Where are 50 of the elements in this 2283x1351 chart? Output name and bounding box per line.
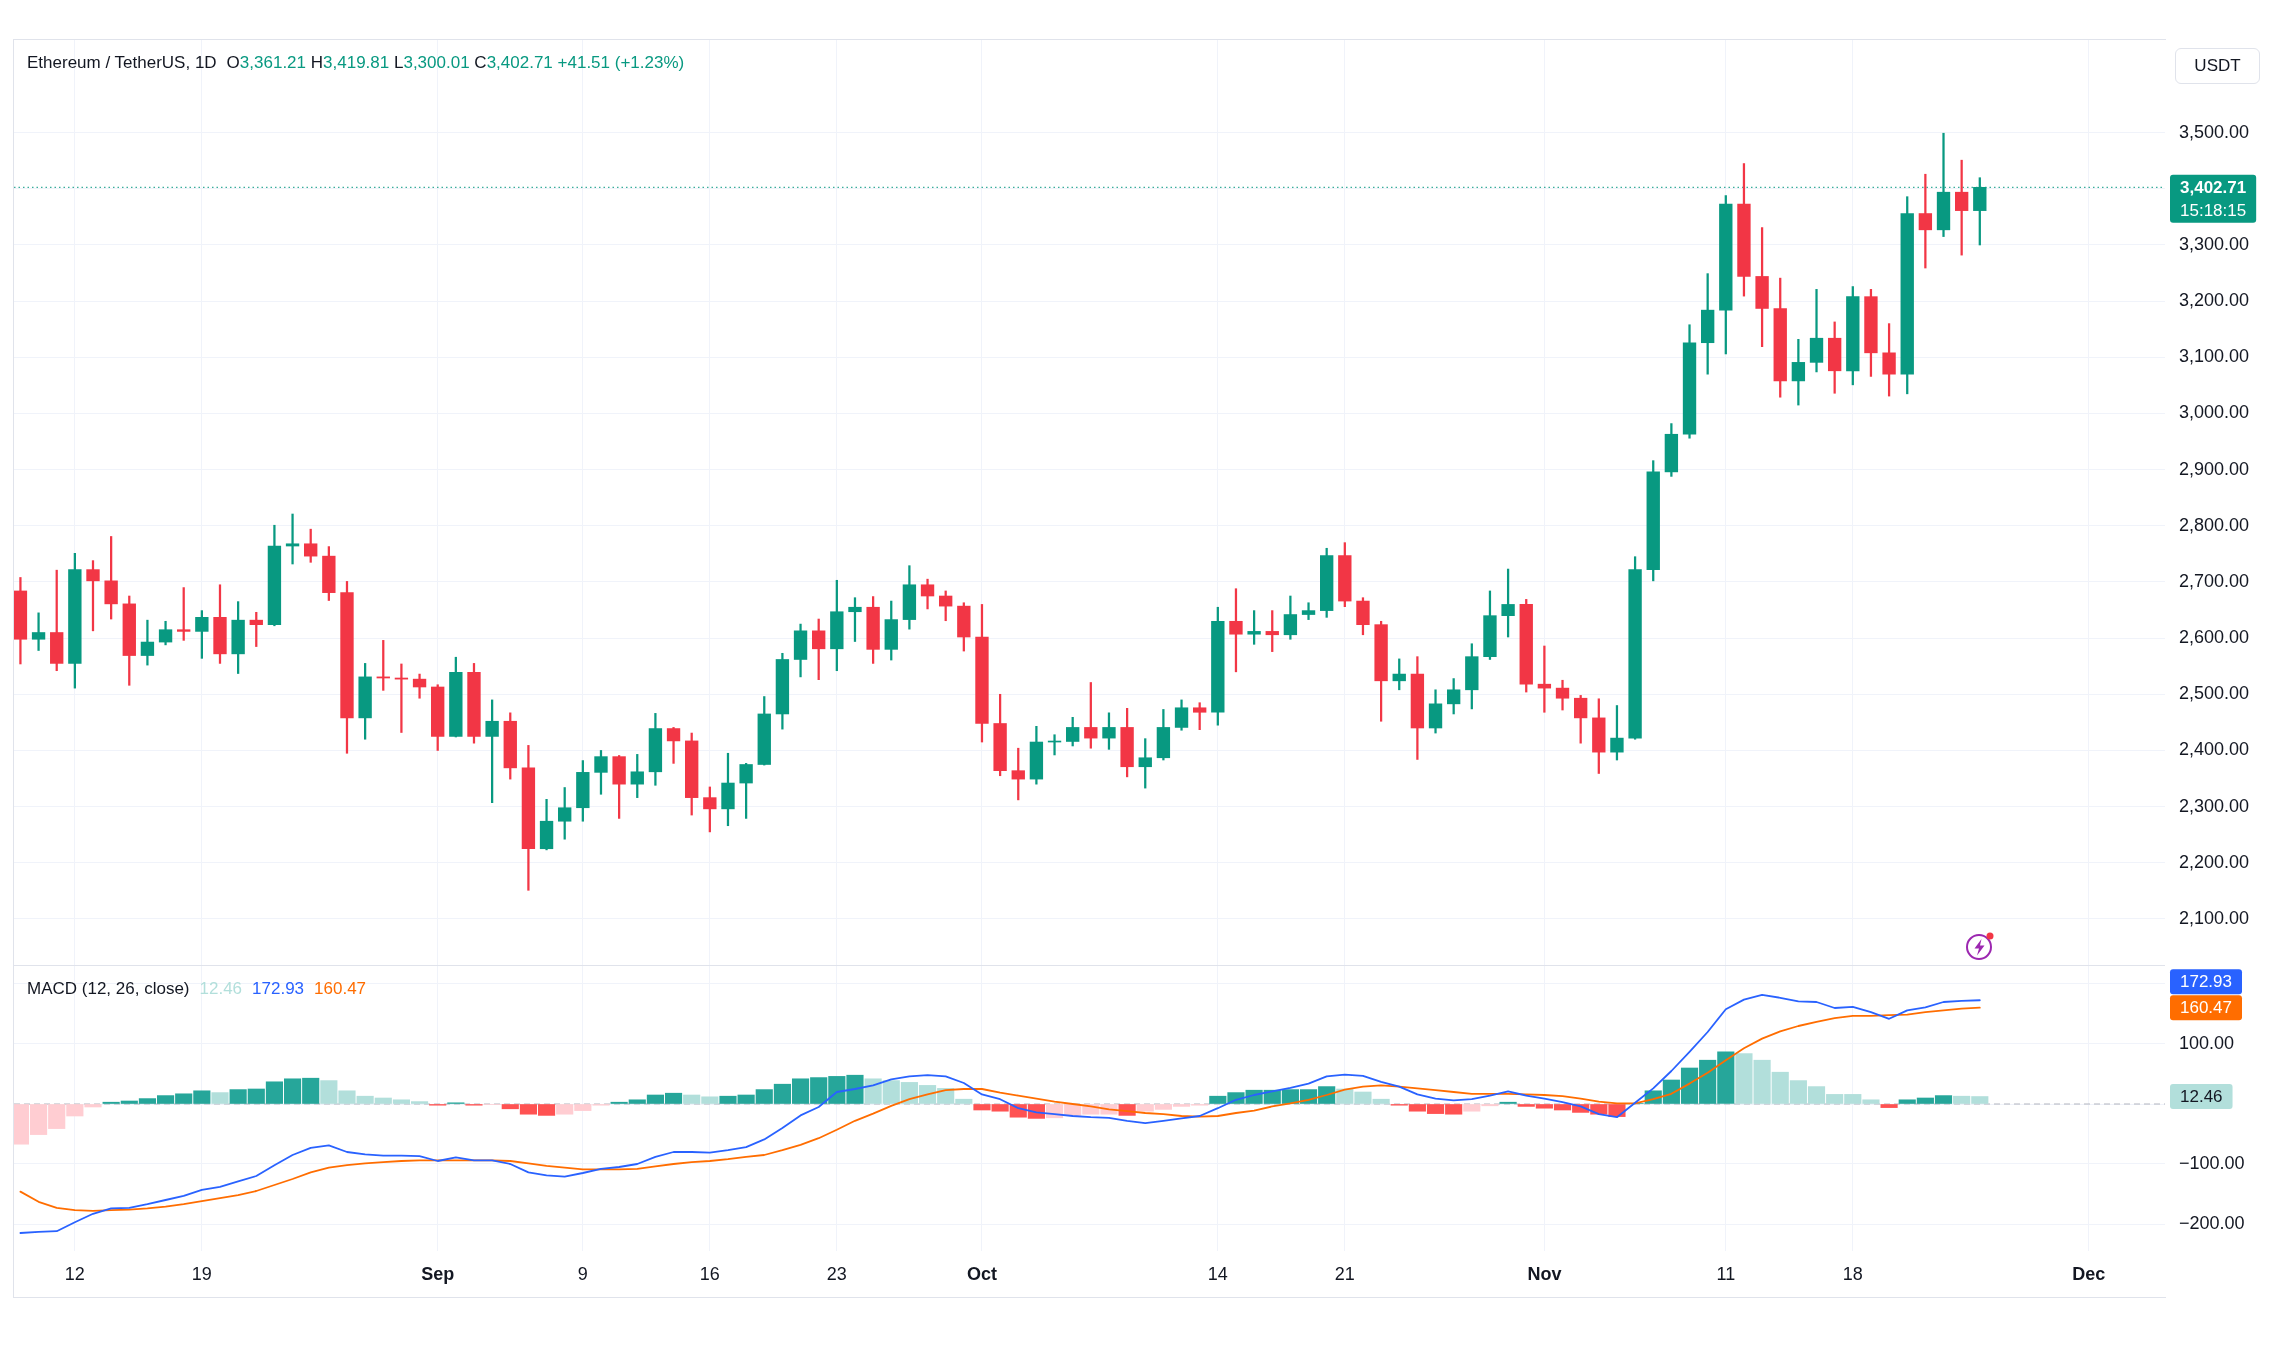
y-tick-label: 2,200.00 (2179, 851, 2250, 872)
x-tick-label: Nov (1527, 1263, 1562, 1284)
x-tick-label: Sep (421, 1263, 455, 1284)
x-tick-label: Dec (2072, 1263, 2106, 1284)
candlestick (1918, 173, 1933, 269)
y-tick-label: 3,100.00 (2179, 346, 2250, 367)
y-tick-label: −100.00 (2179, 1152, 2245, 1173)
x-tick-label: 21 (1334, 1263, 1355, 1284)
candlestick (412, 673, 427, 699)
y-tick-label: 3,300.00 (2179, 233, 2250, 254)
y-tick-label: 3,500.00 (2179, 121, 2250, 142)
x-tick-label: 23 (826, 1263, 847, 1284)
ref-line-label: 3,402.71 (2179, 178, 2247, 197)
y-tick-label: 2,800.00 (2179, 514, 2250, 535)
candlestick (1301, 602, 1316, 620)
text: MACD (12, 26, close) (27, 979, 190, 998)
text: 15:18:15 (2179, 201, 2247, 220)
x-tick-label: 19 (191, 1263, 212, 1284)
x-tick-label: 18 (1842, 1263, 1863, 1284)
y-axis-title: USDT (2194, 56, 2241, 75)
y-tick-label: 2,600.00 (2179, 627, 2250, 648)
y-tick-label: 100.00 (2179, 1032, 2235, 1053)
y-tick-label: 2,100.00 (2179, 907, 2250, 928)
candlestick (140, 619, 155, 666)
candlestick (285, 513, 300, 565)
y-tick-label: 2,300.00 (2179, 795, 2250, 816)
y-tick-label: 3,200.00 (2179, 290, 2250, 311)
candlestick (31, 612, 46, 651)
x-tick-label: 9 (577, 1263, 588, 1284)
x-tick-label: 12 (64, 1263, 85, 1284)
text: Ethereum / TetherUS, 1D (27, 53, 217, 72)
annotation: 12.46 (199, 979, 243, 998)
y-tick-label: 2,900.00 (2179, 458, 2250, 479)
text: 172.93 (2180, 972, 2232, 992)
text: O3,361.21 H3,419.81 L3,300.01 C3,402.71 +41.51 (+1.23%) (226, 53, 685, 72)
annotation: 172.93 (252, 979, 305, 998)
annotation: 160.47 (314, 979, 367, 998)
y-tick-label: 2,400.00 (2179, 739, 2250, 760)
x-tick-label: 14 (1207, 1263, 1228, 1284)
text: 12.46 (2180, 1087, 2223, 1107)
candlestick (1809, 289, 1824, 373)
y-tick-label: 2,700.00 (2179, 570, 2250, 591)
x-tick-label: 11 (1716, 1263, 1736, 1284)
y-tick-label: −200.00 (2179, 1212, 2245, 1233)
x-tick-label: 16 (699, 1263, 720, 1284)
y-tick-label: 3,000.00 (2179, 402, 2250, 423)
y-tick-label: 2,500.00 (2179, 683, 2250, 704)
candlestick (1791, 339, 1806, 406)
text: 160.47 (2180, 998, 2232, 1018)
x-tick-label: Oct (966, 1263, 997, 1284)
